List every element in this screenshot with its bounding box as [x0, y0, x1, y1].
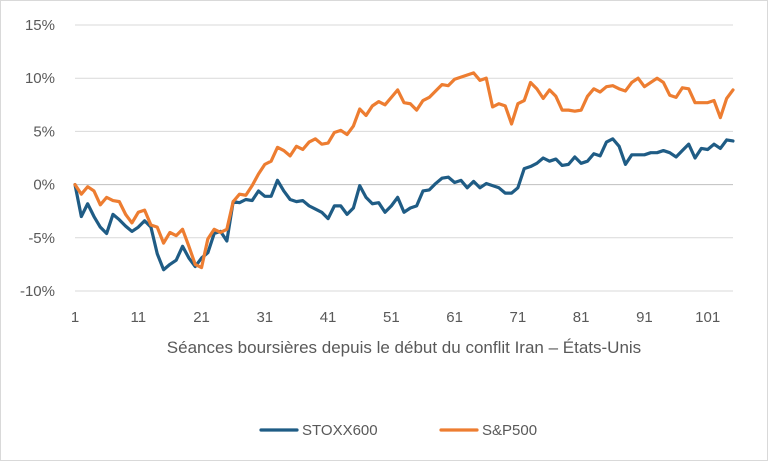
x-tick-label: 21 — [193, 309, 210, 326]
y-tick-label: -10% — [20, 283, 55, 300]
x-tick-label: 31 — [256, 309, 273, 326]
series-line-stoxx600 — [73, 137, 735, 272]
x-tick-label: 41 — [320, 309, 337, 326]
x-axis-title: Séances boursières depuis le début du co… — [167, 338, 641, 357]
y-tick-label: 10% — [25, 70, 55, 87]
y-tick-label: 5% — [33, 123, 55, 140]
x-tick-label: 1 — [71, 309, 79, 326]
series-line-sp500 — [73, 71, 735, 270]
y-tick-label: 0% — [33, 177, 55, 194]
x-tick-label: 71 — [510, 309, 527, 326]
x-tick-label: 11 — [130, 309, 146, 326]
y-tick-label: 15% — [25, 17, 55, 34]
legend-label-sp500: S&P500 — [482, 422, 537, 439]
x-tick-label: 61 — [446, 309, 463, 326]
x-tick-label: 81 — [573, 309, 590, 326]
x-tick-label: 101 — [695, 309, 720, 326]
legend-label-stoxx600: STOXX600 — [302, 422, 378, 439]
x-tick-label: 91 — [636, 309, 653, 326]
x-tick-label: 51 — [383, 309, 400, 326]
y-tick-label: -5% — [28, 230, 55, 247]
